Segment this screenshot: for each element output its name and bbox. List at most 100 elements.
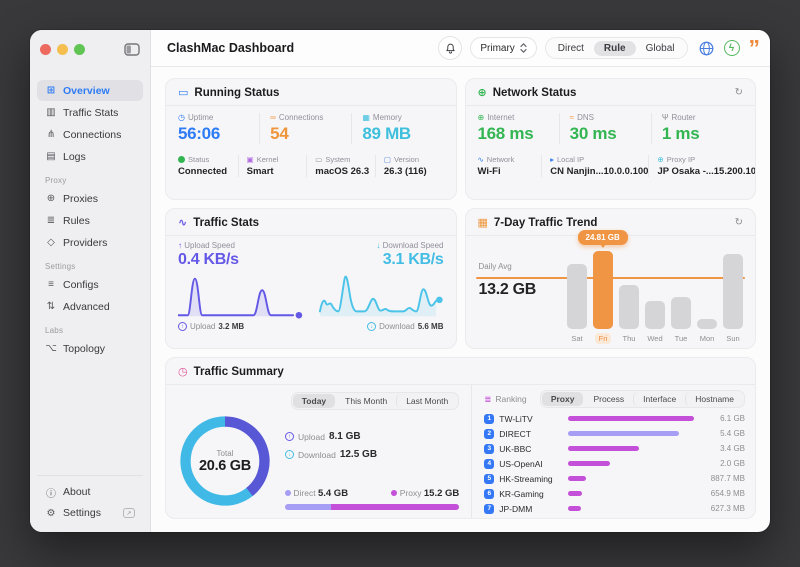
sidebar-item-about[interactable]: ⓘ About <box>37 482 143 502</box>
power-icon[interactable]: ϟ <box>723 40 740 56</box>
upload-speed-panel: ↑ Upload Speed 0.4 KB/s ↑ Upload 3.2 MB <box>178 241 304 331</box>
sidebar-item-label: Overview <box>63 84 110 97</box>
trend-column-mon[interactable]: Mon <box>697 319 717 344</box>
local-ip-detail: ▸ Local IP CN Nanjin...10.0.0.100 <box>541 155 648 177</box>
download-total-value: 5.6 MB <box>417 322 444 331</box>
upload-sparkline-chart <box>178 277 303 319</box>
sidebar-toggle-icon[interactable] <box>124 42 140 56</box>
running-status-card: ▭ Running Status ◷ Uptime 56:06 ∞ Connecti… <box>165 78 457 200</box>
refresh-icon[interactable]: ↻ <box>734 217 743 228</box>
mode-global[interactable]: Global <box>645 42 675 54</box>
period-tab-this-month[interactable]: This Month <box>345 396 388 406</box>
ranking-row-jp-dmm[interactable]: 7 JP-DMM 627.3 MB <box>484 503 745 515</box>
sidebar-item-overview[interactable]: ⊞ Overview <box>37 80 143 101</box>
bar-chart-icon: ▥ <box>46 107 56 118</box>
kernel-icon: ▣ <box>246 155 254 164</box>
sidebar-item-connections[interactable]: ⋔ Connections <box>37 124 143 145</box>
zoom-window-button[interactable] <box>74 43 85 55</box>
memory-icon: ▦ <box>362 113 370 122</box>
ranking-row-uk-bbc[interactable]: 3 UK-BBC 3.4 GB <box>484 443 745 455</box>
ranking-row-hk-streaming[interactable]: 5 HK-Streaming 887.7 MB <box>484 473 745 485</box>
trend-column-fri[interactable]: Fri <box>593 251 613 344</box>
dns-latency-value: 30 ms <box>569 124 617 143</box>
kernel-detail: ▣ Kernel Smart <box>237 155 307 177</box>
trend-day-label: Tue <box>674 334 688 343</box>
connections-value: 54 <box>270 124 289 143</box>
period-tab-last-month[interactable]: Last Month <box>396 394 457 408</box>
profile-selector[interactable]: Primary <box>470 37 537 59</box>
top-header: ClashMac Dashboard Primary Direct Rule Glo… <box>151 30 770 67</box>
system-icon: ▭ <box>315 155 323 164</box>
logs-icon: ▤ <box>46 151 56 162</box>
trend-column-thu[interactable]: Thu <box>619 285 639 344</box>
ranking-tab-hostname[interactable]: Hostname <box>685 392 743 406</box>
rank-badge: 1 <box>484 413 495 424</box>
card-title: Network Status <box>492 86 577 99</box>
sidebar-item-providers[interactable]: ◇ Providers <box>37 232 143 253</box>
version-detail: ▢ Version 26.3 (116) <box>374 155 444 177</box>
trend-bar-chart: Sat Fri Thu Wed Tue Mon Sun <box>567 251 743 344</box>
trend-bar[interactable] <box>671 297 691 329</box>
app-logo-icon: ” <box>748 35 760 61</box>
mode-direct[interactable]: Direct <box>557 42 584 54</box>
sidebar-item-proxies[interactable]: ⊕ Proxies <box>37 188 143 209</box>
page-title: ClashMac Dashboard <box>167 41 295 55</box>
ranking-tab-process[interactable]: Process <box>593 394 625 404</box>
ranking-value: 5.4 GB <box>720 429 745 439</box>
mode-rule[interactable]: Rule <box>593 40 636 56</box>
download-sparkline-chart <box>318 275 443 317</box>
period-tab-today[interactable]: Today <box>292 394 336 408</box>
minimize-window-button[interactable] <box>57 43 68 55</box>
internet-latency-stat: ⊕ Internet 168 ms <box>478 113 559 144</box>
traffic-trend-card: ▦ 7-Day Traffic Trend ↻ 24.81 GB Daily A… <box>464 208 756 349</box>
rank-badge: 4 <box>484 458 495 469</box>
ranking-name: DIRECT <box>499 428 531 439</box>
status-dot-icon <box>178 156 185 163</box>
traffic-summary-card: ◷ Traffic Summary Today This Month Last Mo… <box>165 357 756 519</box>
notifications-button[interactable] <box>438 36 463 60</box>
trend-column-tue[interactable]: Tue <box>671 297 691 344</box>
sidebar-item-logs[interactable]: ▤ Logs <box>37 146 143 167</box>
globe-icon[interactable] <box>698 40 715 57</box>
trend-bar[interactable] <box>567 264 587 329</box>
trend-column-sun[interactable]: Sun <box>723 254 743 344</box>
proxy-dot-icon <box>391 490 398 496</box>
sidebar-item-settings[interactable]: ⚙ Settings ↗ <box>37 503 143 523</box>
trend-bar[interactable] <box>723 254 743 329</box>
network-detail: ∿ Network Wi-Fi <box>477 155 515 177</box>
ranking-row-kr-gaming[interactable]: 6 KR-Gaming 654.9 MB <box>484 488 745 500</box>
ranking-tab-interface[interactable]: Interface <box>633 392 685 406</box>
sidebar-item-configs[interactable]: ≡ Configs <box>37 274 143 295</box>
uptime-stat: ◷ Uptime 56:06 <box>178 113 259 144</box>
trend-bar[interactable] <box>593 251 613 329</box>
trend-day-label: Fri <box>594 333 612 344</box>
sidebar-item-label: Configs <box>63 278 99 291</box>
upload-total: 8.1 GB <box>328 431 361 442</box>
sidebar-item-rules[interactable]: ≣ Rules <box>37 210 143 231</box>
upload-speed-value: 0.4 KB/s <box>178 251 239 268</box>
ranking-row-us-openai[interactable]: 4 US-OpenAI 2.0 GB <box>484 458 745 470</box>
sidebar-item-traffic-stats[interactable]: ▥ Traffic Stats <box>37 102 143 123</box>
trend-day-label: Thu <box>622 334 636 343</box>
sidebar-item-label: About <box>63 486 91 498</box>
trend-bar[interactable] <box>645 301 665 329</box>
summary-period-tabs: Today This Month Last Month <box>290 392 460 410</box>
globe-icon: ⊕ <box>46 193 56 204</box>
panel-indicator-icon[interactable]: ↗ <box>123 508 135 518</box>
trend-bar[interactable] <box>619 285 639 329</box>
refresh-icon[interactable]: ↻ <box>734 87 743 98</box>
trend-column-sat[interactable]: Sat <box>567 264 587 344</box>
sidebar-item-topology[interactable]: ⌥ Topology <box>37 338 143 359</box>
ranking-tab-proxy[interactable]: Proxy <box>541 392 584 406</box>
direct-proxy-bar <box>285 504 460 510</box>
ranking-row-tw-litv[interactable]: 1 TW-LiTV 6.1 GB <box>484 413 745 425</box>
download-speed-panel: ↓ Download Speed 3.1 KB/s ↓ Download 5.6 … <box>318 241 444 331</box>
main-area: ClashMac Dashboard Primary Direct Rule Glo… <box>151 30 770 532</box>
trend-bar[interactable] <box>697 319 717 329</box>
ranking-row-direct[interactable]: 2 DIRECT 5.4 GB <box>484 428 745 440</box>
trend-column-wed[interactable]: Wed <box>645 301 665 344</box>
ranking-value: 2.0 GB <box>720 459 745 469</box>
close-window-button[interactable] <box>40 43 51 55</box>
wifi-icon: ∿ <box>477 155 484 164</box>
sidebar-item-advanced[interactable]: ⇅ Advanced <box>37 296 143 317</box>
